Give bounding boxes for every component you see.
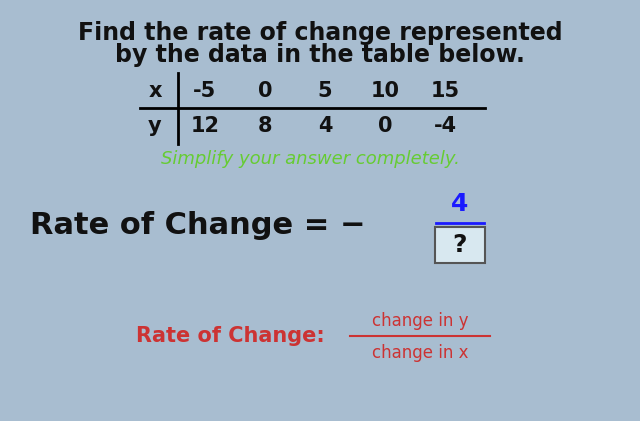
Text: Rate of Change:: Rate of Change: bbox=[136, 326, 324, 346]
Text: -5: -5 bbox=[193, 81, 216, 101]
Text: 12: 12 bbox=[191, 116, 220, 136]
Text: y: y bbox=[148, 116, 162, 136]
Text: change in y: change in y bbox=[372, 312, 468, 330]
Text: ?: ? bbox=[452, 233, 467, 257]
Text: Simplify your answer completely.: Simplify your answer completely. bbox=[161, 150, 460, 168]
Text: 15: 15 bbox=[431, 81, 460, 101]
Text: 10: 10 bbox=[371, 81, 399, 101]
Text: change in x: change in x bbox=[372, 344, 468, 362]
Text: 0: 0 bbox=[258, 81, 272, 101]
Text: 4: 4 bbox=[317, 116, 332, 136]
Text: Rate of Change = −: Rate of Change = − bbox=[30, 211, 365, 240]
Text: 5: 5 bbox=[317, 81, 332, 101]
Text: x: x bbox=[148, 81, 162, 101]
Text: by the data in the table below.: by the data in the table below. bbox=[115, 43, 525, 67]
FancyBboxPatch shape bbox=[435, 227, 485, 263]
Text: 0: 0 bbox=[378, 116, 392, 136]
Text: -4: -4 bbox=[433, 116, 456, 136]
Text: 4: 4 bbox=[451, 192, 468, 216]
Text: 8: 8 bbox=[258, 116, 272, 136]
Text: Find the rate of change represented: Find the rate of change represented bbox=[77, 21, 563, 45]
